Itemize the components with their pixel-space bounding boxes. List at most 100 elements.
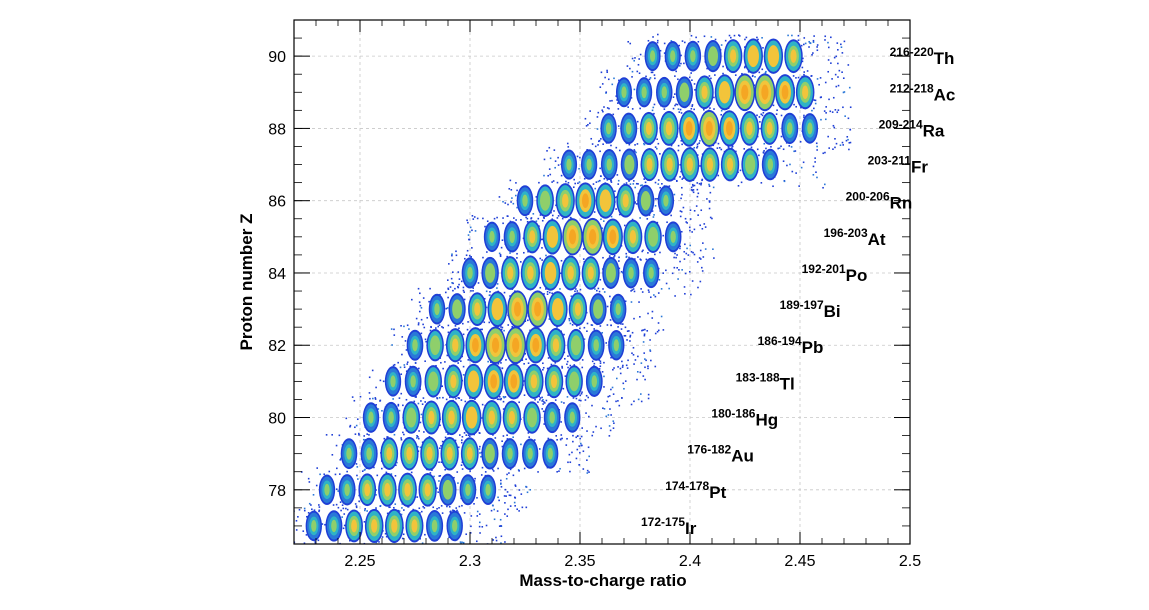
- blob-core: [605, 122, 612, 135]
- speckle-point: [762, 111, 765, 114]
- speckle-point: [601, 109, 604, 112]
- speckle-point: [634, 144, 636, 146]
- speckle-point: [602, 110, 604, 113]
- speckle-point: [496, 216, 498, 219]
- isotope-blob: [481, 437, 499, 470]
- speckle-point: [716, 147, 719, 149]
- speckle-point: [416, 496, 419, 498]
- speckle-point: [451, 271, 454, 273]
- isotope-blob: [560, 149, 578, 180]
- speckle-point: [708, 207, 711, 210]
- speckle-point: [576, 155, 579, 158]
- speckle-point: [842, 144, 844, 146]
- speckle-point: [567, 461, 569, 464]
- speckle-point: [659, 49, 662, 52]
- speckle-point: [816, 149, 818, 151]
- speckle-point: [441, 385, 444, 387]
- speckle-point: [566, 142, 569, 145]
- speckle-point: [504, 202, 507, 204]
- speckle-point: [734, 74, 737, 76]
- speckle-point: [818, 83, 820, 86]
- speckle-point: [760, 113, 763, 116]
- speckle-point: [610, 388, 612, 391]
- speckle-point: [595, 425, 597, 428]
- speckle-point: [419, 421, 422, 424]
- speckle-point: [404, 340, 407, 342]
- speckle-point: [622, 364, 624, 367]
- blob-core: [542, 194, 549, 208]
- speckle-point: [472, 218, 475, 220]
- speckle-point: [498, 525, 501, 527]
- speckle-point: [611, 386, 614, 389]
- isotope-blob: [644, 220, 662, 254]
- speckle-point: [608, 107, 610, 110]
- speckle-point: [676, 254, 678, 256]
- isotope-blob: [418, 472, 437, 507]
- isotope-blob: [555, 183, 575, 219]
- speckle-point: [445, 398, 448, 401]
- speckle-point: [435, 327, 437, 329]
- speckle-point: [467, 221, 469, 224]
- isotope-mass-range: 196-203: [824, 226, 868, 240]
- speckle-point: [626, 330, 629, 332]
- isotope-annotation: 212-218Ac: [890, 81, 956, 104]
- speckle-point: [559, 288, 561, 290]
- speckle-point: [639, 184, 642, 187]
- speckle-point: [535, 196, 538, 198]
- speckle-point: [542, 399, 544, 401]
- speckle-point: [375, 404, 377, 406]
- speckle-point: [631, 352, 633, 355]
- speckle-point: [401, 336, 404, 338]
- speckle-point: [635, 203, 638, 205]
- speckle-point: [502, 200, 504, 203]
- speckle-point: [518, 489, 521, 491]
- isotope-blob: [775, 74, 796, 111]
- speckle-point: [358, 432, 360, 435]
- isotope-blob: [520, 255, 540, 291]
- speckle-point: [533, 439, 536, 441]
- blob-core: [351, 519, 358, 533]
- speckle-point: [603, 375, 605, 378]
- speckle-point: [584, 117, 587, 120]
- isotope-annotation: 200-206Rn: [846, 190, 913, 213]
- speckle-point: [641, 291, 644, 293]
- speckle-point: [791, 34, 793, 37]
- speckle-point: [692, 189, 695, 191]
- speckle-point: [751, 75, 754, 78]
- speckle-point: [765, 70, 767, 73]
- speckle-point: [812, 41, 815, 43]
- isotope-blob: [524, 363, 544, 400]
- speckle-point: [366, 510, 368, 512]
- speckle-point: [681, 269, 683, 271]
- speckle-point: [654, 146, 657, 148]
- speckle-point: [398, 397, 401, 399]
- speckle-point: [587, 123, 589, 126]
- speckle-point: [636, 70, 639, 73]
- speckle-point: [518, 510, 520, 512]
- speckle-point: [780, 145, 782, 148]
- speckle-point: [641, 184, 643, 186]
- speckle-point: [539, 397, 542, 399]
- speckle-point: [691, 79, 693, 82]
- blob-core: [446, 446, 453, 461]
- speckle-point: [599, 167, 601, 170]
- speckle-point: [627, 106, 629, 108]
- speckle-point: [619, 372, 622, 375]
- blob-core: [766, 121, 773, 135]
- speckle-point: [695, 36, 697, 39]
- blob-core: [615, 303, 621, 316]
- speckle-point: [842, 106, 844, 109]
- blob-core: [366, 447, 372, 460]
- speckle-point: [547, 394, 549, 396]
- blob-core: [510, 374, 518, 389]
- speckle-point: [712, 186, 715, 189]
- speckle-point: [714, 74, 716, 76]
- speckle-point: [797, 39, 800, 42]
- speckle-point: [600, 218, 602, 221]
- blob-core: [311, 519, 317, 532]
- speckle-point: [568, 319, 571, 322]
- speckle-point: [586, 330, 588, 333]
- speckle-point: [606, 69, 608, 72]
- speckle-point: [629, 42, 632, 45]
- speckle-point: [583, 338, 586, 340]
